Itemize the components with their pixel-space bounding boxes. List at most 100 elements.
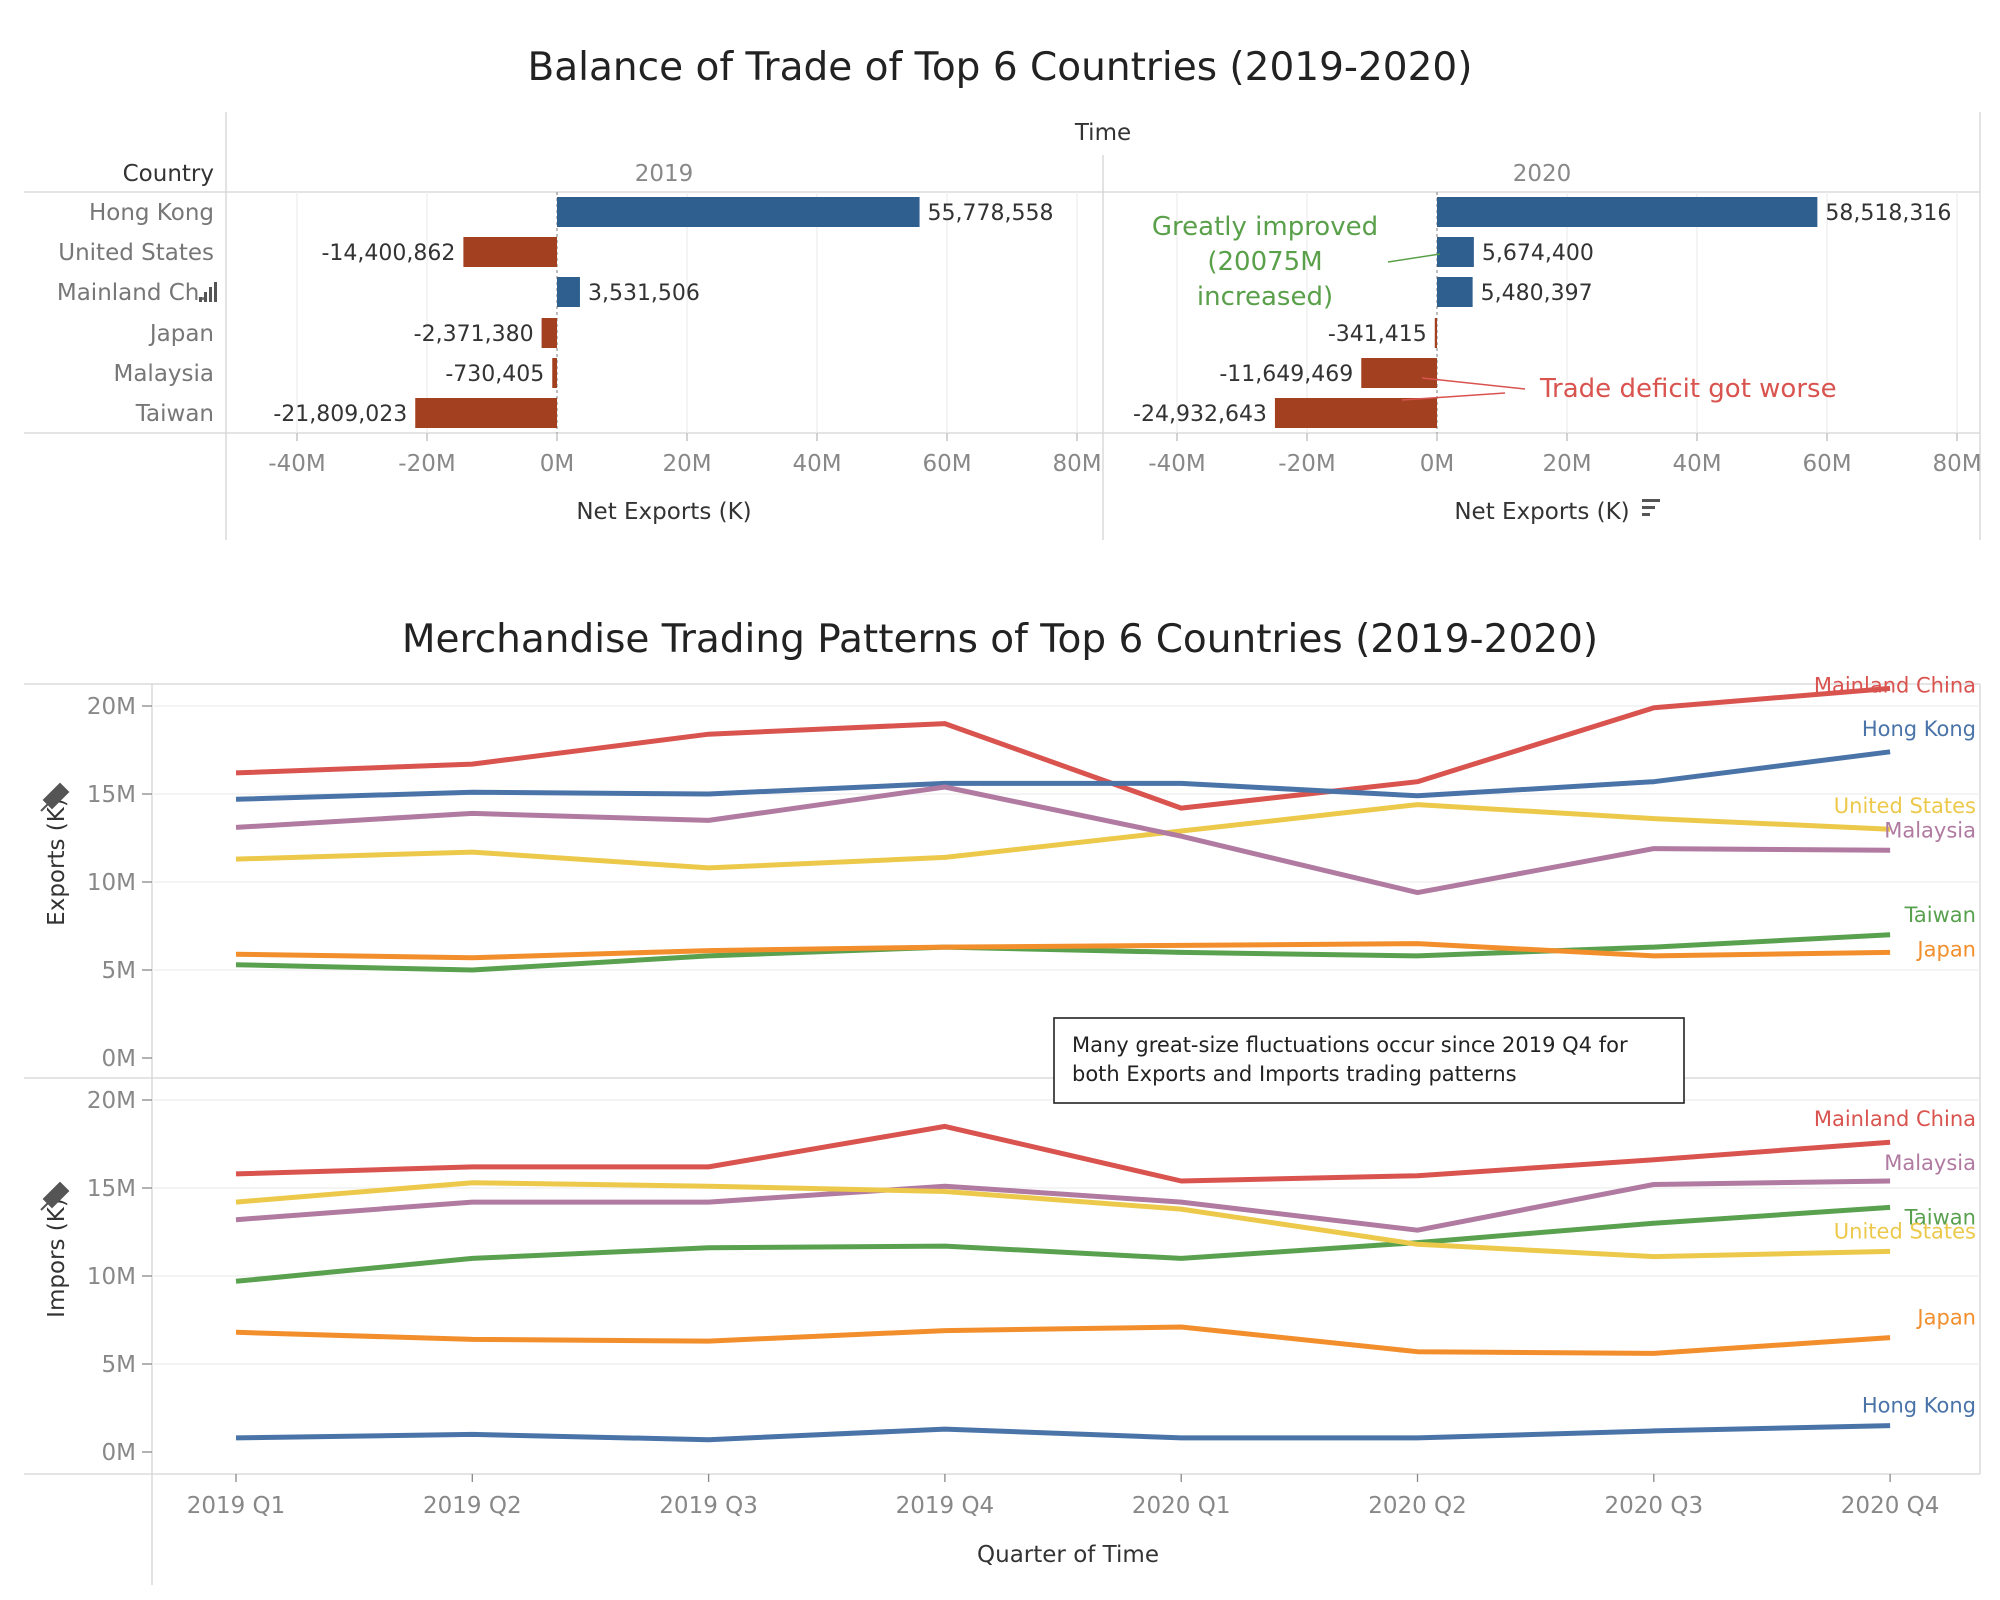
- series-line-united-states-imports[interactable]: [235, 1180, 1891, 1260]
- series-label: Mainland China: [1814, 1107, 1976, 1131]
- bar-2020-3[interactable]: [1434, 318, 1437, 348]
- bar-x-tick-label: 40M: [1672, 451, 1721, 477]
- bar-x-tick-label: -20M: [1278, 451, 1335, 477]
- bar-x-axis: -40M -20M 0M 20M 40M 60M 80M -40M -20M 0M 20M 40M 60…: [268, 433, 1982, 477]
- x-axis-title-2019: Net Exports (K): [576, 499, 751, 525]
- series-label: Taiwan: [1904, 1205, 1976, 1229]
- imports-axis-title: Impors (K): [44, 1198, 70, 1318]
- bar-data-label: 55,778,558: [928, 201, 1054, 226]
- y-tick-label: 15M: [87, 782, 136, 808]
- series-line-taiwan-exports[interactable]: [235, 932, 1891, 973]
- series-label: Japan: [1915, 937, 1976, 961]
- bar-marks: 55,778,558 -14,400,862 3,531,506 -2,371,380…: [273, 197, 1951, 428]
- bar-2019-3[interactable]: [541, 318, 557, 348]
- series-label: Hong Kong: [1862, 717, 1976, 741]
- annotation-greatly-improved: Greatly improved (20075M increased): [1152, 212, 1441, 312]
- y-tick-label: 0M: [102, 1046, 136, 1072]
- bar-2020-0[interactable]: [1437, 197, 1818, 227]
- bar-2020-5[interactable]: [1274, 398, 1437, 428]
- x-tick-label: 2019 Q2: [423, 1493, 522, 1519]
- bar-data-label: 5,674,400: [1482, 241, 1594, 266]
- series-label: Hong Kong: [1862, 1394, 1976, 1418]
- series-line-hong-kong-exports[interactable]: [235, 749, 1891, 802]
- row-label-malaysia: Malaysia: [113, 361, 214, 387]
- bar-data-label: -21,809,023: [273, 402, 407, 427]
- note-text-line-2: both Exports and Imports trading pattern…: [1072, 1062, 1517, 1086]
- panel-header-2020: 2020: [1513, 161, 1572, 187]
- note-text-line-1: Many great-size fluctuations occur since…: [1072, 1033, 1628, 1057]
- column-header-time: Time: [1074, 120, 1131, 146]
- panel-header-2019: 2019: [635, 161, 694, 187]
- line-marks: [235, 685, 1891, 1443]
- bar-data-label: -2,371,380: [414, 322, 534, 347]
- svg-text:Greatly improved: Greatly improved: [1152, 212, 1378, 242]
- line-x-axis: 2019 Q1 2019 Q2 2019 Q3 2019 Q4 2020 Q1 2020 …: [187, 1474, 1939, 1519]
- line-y-axes: 0M 5M 10M 15M 20M 0M 5M 10M 15M 20M: [87, 694, 152, 1466]
- bar-2019-0[interactable]: [557, 197, 920, 227]
- series-line-malaysia-imports[interactable]: [235, 1178, 1891, 1233]
- bar-chart-icon[interactable]: [199, 282, 217, 302]
- bar-2020-1[interactable]: [1437, 237, 1474, 267]
- bar-2019-1[interactable]: [463, 237, 557, 267]
- bar-x-tick-label: -40M: [268, 451, 325, 477]
- series-label: Taiwan: [1904, 903, 1976, 927]
- series-line-malaysia-exports[interactable]: [235, 784, 1891, 896]
- x-tick-label: 2020 Q1: [1132, 1493, 1231, 1519]
- pin-icon[interactable]: [40, 1181, 70, 1211]
- bar-2020-2[interactable]: [1437, 277, 1473, 307]
- bar-2019-4[interactable]: [552, 358, 557, 388]
- series-line-japan-imports[interactable]: [235, 1324, 1891, 1356]
- row-label-japan: Japan: [148, 321, 214, 347]
- bar-data-label: 58,518,316: [1825, 201, 1951, 226]
- x-axis-title-2020: Net Exports (K): [1454, 499, 1629, 525]
- bar-x-tick-label: 20M: [662, 451, 711, 477]
- bar-data-label: -730,405: [445, 362, 544, 387]
- row-header-country: Country: [123, 161, 214, 187]
- annotation-trade-deficit: Trade deficit got worse: [1401, 374, 1837, 404]
- y-tick-label: 5M: [102, 958, 136, 984]
- series-line-mainland-china-imports[interactable]: [235, 1123, 1891, 1184]
- bar-x-tick-label: 0M: [540, 451, 574, 477]
- bar-chart-title: Balance of Trade of Top 6 Countries (201…: [528, 45, 1473, 90]
- bar-data-label: -24,932,643: [1133, 402, 1267, 427]
- pin-icon[interactable]: [40, 782, 70, 812]
- bar-data-label: -341,415: [1328, 322, 1427, 347]
- y-tick-label: 5M: [102, 1352, 136, 1378]
- x-tick-label: 2019 Q4: [896, 1493, 995, 1519]
- series-label: United States: [1834, 1219, 1976, 1243]
- series-line-japan-exports[interactable]: [235, 941, 1891, 961]
- bar-2019-5[interactable]: [415, 398, 557, 428]
- y-tick-label: 10M: [87, 1264, 136, 1290]
- series-label: Mainland China: [1814, 673, 1976, 697]
- bar-data-label: -11,649,469: [1219, 362, 1353, 387]
- bar-x-tick-label: 40M: [792, 451, 841, 477]
- row-label-mainland-ch: Mainland Ch..: [57, 280, 214, 306]
- series-line-taiwan-imports[interactable]: [235, 1204, 1891, 1284]
- series-label: United States: [1834, 794, 1976, 818]
- bar-x-tick-label: 0M: [1420, 451, 1454, 477]
- series-line-united-states-exports[interactable]: [235, 802, 1891, 871]
- bar-2019-2[interactable]: [557, 277, 580, 307]
- bar-row-labels: Hong Kong United States Mainland Ch.. Japan…: [57, 200, 214, 427]
- bar-2020-4[interactable]: [1361, 358, 1437, 388]
- y-tick-label: 0M: [102, 1440, 136, 1466]
- series-line-mainland-china-exports[interactable]: [235, 685, 1891, 811]
- svg-text:(20075M: (20075M: [1207, 247, 1322, 277]
- series-label: Malaysia: [1884, 818, 1976, 842]
- bar-data-label: 5,480,397: [1481, 281, 1593, 306]
- x-tick-label: 2020 Q2: [1368, 1493, 1467, 1519]
- svg-text:Trade deficit got worse: Trade deficit got worse: [1539, 374, 1837, 404]
- x-tick-label: 2019 Q3: [659, 1493, 758, 1519]
- note-box: Many great-size fluctuations occur since…: [1053, 1017, 1685, 1104]
- sort-icon[interactable]: [1642, 499, 1660, 516]
- y-tick-label: 20M: [87, 694, 136, 720]
- y-tick-label: 10M: [87, 870, 136, 896]
- bar-gridlines: [296, 192, 1958, 433]
- series-line-hong-kong-imports[interactable]: [235, 1423, 1891, 1443]
- x-tick-label: 2019 Q1: [187, 1493, 286, 1519]
- bar-x-tick-label: 20M: [1542, 451, 1591, 477]
- series-label: Japan: [1915, 1306, 1976, 1330]
- svg-text:increased): increased): [1197, 282, 1333, 312]
